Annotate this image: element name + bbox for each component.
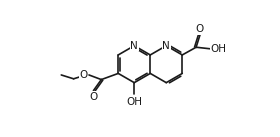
Text: OH: OH [126, 97, 142, 107]
Text: N: N [162, 41, 170, 51]
Text: O: O [196, 24, 204, 34]
Text: O: O [79, 70, 87, 80]
Text: O: O [90, 92, 98, 102]
Text: N: N [130, 41, 138, 51]
Text: OH: OH [211, 44, 227, 54]
